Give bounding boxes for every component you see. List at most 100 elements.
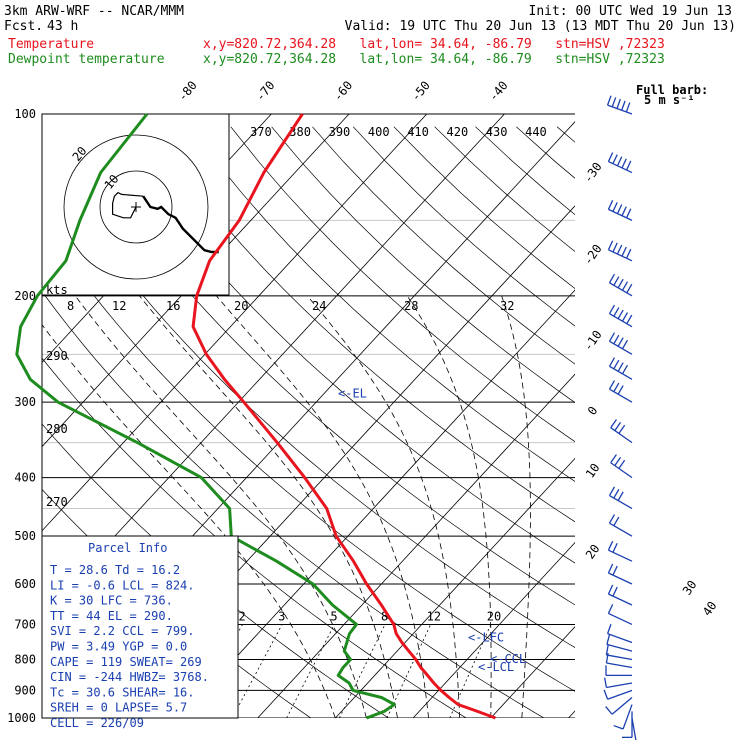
wind-barb (603, 689, 633, 700)
pressure-label-400: 400 (14, 471, 36, 485)
moist-adiabat (501, 295, 531, 718)
barb-flag (607, 604, 614, 614)
mixing-ratio-label: 5 (330, 609, 337, 623)
barb-staff (608, 249, 633, 262)
mixing-ratio-line (449, 624, 492, 718)
temperature-legend-name: Temperature (8, 37, 95, 52)
top-temp-label: -80 (175, 78, 200, 104)
wind-barb (606, 95, 633, 115)
right-temp-label: -20 (581, 242, 605, 268)
barb-flag (613, 724, 624, 730)
parcel-info-row: Tc = 30.6 SHEAR= 16. (50, 685, 195, 699)
barb-flag (621, 246, 627, 257)
speed-scale-label: 12 (112, 299, 126, 313)
pressure-label-800: 800 (14, 652, 36, 666)
barb-flag (607, 152, 614, 162)
lcl-marker: <-LCL (478, 660, 514, 674)
barb-flag (626, 314, 633, 325)
barb-flag (613, 489, 620, 499)
wind-barb (604, 677, 633, 689)
barb-flag (607, 584, 614, 595)
theta-label: 370 (250, 125, 272, 139)
el-marker: <-EL (338, 386, 367, 400)
isotherm (646, 114, 740, 718)
parcel-info-row: LI = -0.6 LCL = 824. (50, 578, 195, 592)
parcel-info-row: TT = 44 EL = 290. (50, 609, 173, 623)
mixing-ratio-line (286, 624, 335, 718)
pressure-label-900: 900 (14, 683, 36, 697)
barb-flag (606, 95, 612, 106)
barb-staff (609, 313, 633, 328)
barb-flag (611, 97, 617, 108)
barb-flag (626, 283, 633, 294)
barb-flag (613, 276, 620, 286)
barb-flag (607, 540, 614, 551)
forecast-hour: 43 h (47, 19, 79, 34)
barb-staff (609, 522, 633, 537)
wind-barb-column (603, 95, 637, 740)
init-time: Init: 00 UTC Wed 19 Jun 13 (528, 4, 733, 19)
barb-staff (609, 340, 633, 355)
mixing-ratio-line (386, 624, 432, 718)
barb-staff (631, 717, 637, 740)
wind-barb (622, 711, 633, 739)
theta-label: 390 (329, 125, 351, 139)
barb-flag (605, 644, 609, 656)
barb-flag (621, 312, 629, 322)
parcel-info-row: CAPE = 119 SWEAT= 269 (50, 655, 202, 669)
speed-scale-label: 16 (166, 299, 180, 313)
parcel-info-row: T = 28.6 Td = 16.2 (50, 563, 180, 577)
parcel-info-row: CIN = -244 HWBZ= 3768. (50, 670, 209, 684)
barb-flag (605, 706, 613, 715)
moist-adiabat (42, 324, 336, 718)
isotherm (42, 114, 350, 448)
barb-staff (606, 643, 633, 652)
theta-label-left: 290 (46, 349, 68, 363)
pressure-label-700: 700 (14, 617, 36, 631)
barb-flag (607, 200, 614, 210)
barb-flag (608, 332, 616, 342)
pressure-label-500: 500 (14, 529, 36, 543)
barb-flag (612, 202, 618, 212)
barb-flag (604, 677, 608, 688)
right-temp-label: 20 (583, 542, 603, 562)
barb-legend-title: Full barb: (636, 83, 708, 97)
barb-staff (608, 549, 633, 562)
moist-adiabat (306, 295, 461, 718)
barb-flag (603, 689, 609, 700)
dewpoint-legend-name: Dewpoint temperature (8, 52, 165, 67)
wind-barb (606, 634, 633, 652)
barb-staff (610, 462, 633, 479)
right-temp-label: 30 (680, 578, 700, 598)
hodograph-trace-low (112, 191, 144, 219)
mixing-ratio-line (231, 624, 283, 718)
barb-staff (608, 593, 633, 606)
barb-flag (612, 154, 618, 164)
hodograph-trace-upper (142, 195, 219, 254)
wind-barb (608, 486, 633, 510)
barb-flag (613, 516, 620, 527)
barb-staff (609, 365, 633, 380)
barb-flag (612, 542, 618, 553)
dry-adiabat (230, 126, 575, 443)
barb-flag (625, 208, 632, 219)
barb-flag (613, 359, 620, 370)
parcel-info-background (41, 535, 239, 719)
theta-label: 440 (525, 125, 547, 139)
dry-adiabat (67, 126, 575, 606)
isotherm (412, 542, 575, 718)
top-temp-label: -70 (253, 78, 278, 104)
right-temp-label: 0 (585, 404, 601, 418)
theta-label: 400 (368, 125, 390, 139)
dry-adiabat (598, 127, 740, 731)
parcel-info-row: SREH = 0 LAPSE= 5.7 (50, 701, 187, 715)
barb-flag (614, 457, 622, 466)
barb-staff (611, 697, 633, 715)
barb-flag (606, 624, 612, 634)
barb-flag (617, 362, 624, 372)
theta-label: 430 (486, 125, 508, 139)
barb-flag (612, 565, 618, 576)
barb-staff (609, 494, 633, 510)
barb-flag (608, 304, 616, 315)
speed-scale-label: 20 (234, 299, 248, 313)
